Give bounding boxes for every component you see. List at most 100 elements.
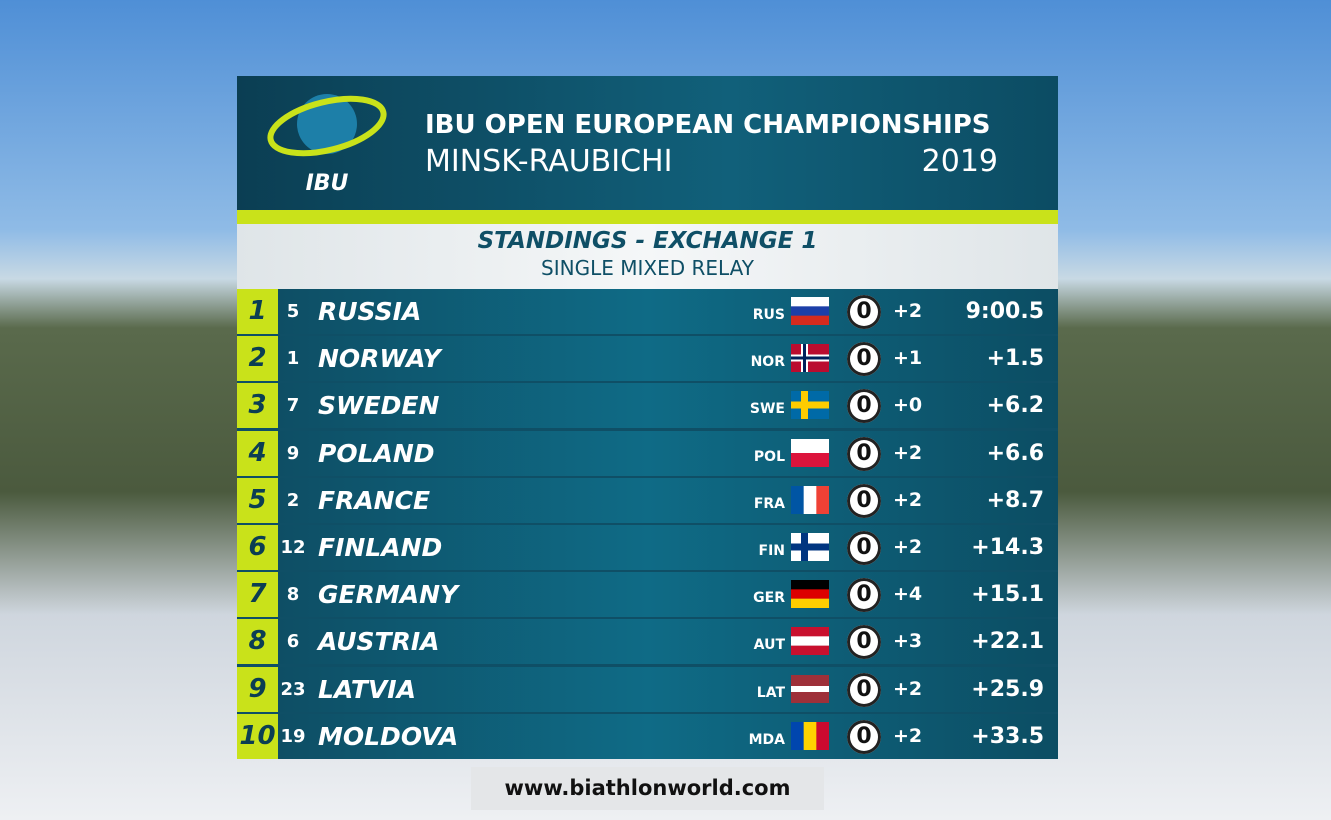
subheader-subtitle: SINGLE MIXED RELAY [541, 256, 754, 280]
logo-globe [297, 94, 357, 154]
flag [791, 438, 829, 467]
bib-number: 12 [280, 537, 306, 558]
flag-part [791, 627, 829, 637]
flag-part [791, 691, 829, 703]
penalty-count: 0 [847, 578, 881, 613]
nation-code: LAT [756, 684, 785, 701]
spare-rounds: +2 [893, 677, 923, 700]
rank: 2 [237, 336, 278, 382]
flag-part [816, 721, 829, 750]
rank: 5 [237, 477, 278, 523]
standing-row: 9 23 LATVIA LAT 0 +2 +25.9 [237, 666, 1058, 712]
header: IBU IBU OPEN EUROPEAN CHAMPIONSHIPS MINS… [237, 76, 1058, 210]
penalty-count: 0 [847, 389, 881, 424]
time: +14.3 [971, 535, 1044, 560]
nation-code: RUS [752, 307, 785, 323]
team-name: POLAND [318, 438, 435, 468]
rank: 4 [237, 430, 278, 476]
spare-rounds: +2 [893, 441, 923, 464]
team-name: SWEDEN [318, 391, 440, 421]
bib-number: 2 [286, 489, 300, 511]
flag-part [791, 452, 829, 467]
time: +33.5 [971, 723, 1044, 749]
spare-rounds: +2 [893, 300, 923, 322]
team-name: NORWAY [318, 344, 441, 374]
standing-row: 8 6 AUSTRIA AUT 0 +3 +22.1 [237, 619, 1058, 665]
penalty-count: 0 [847, 719, 881, 754]
flag-part [791, 598, 829, 609]
flag-part [791, 674, 829, 686]
location: MINSK-RAUBICHI [425, 144, 673, 179]
flag-part [791, 580, 829, 590]
standing-row: 4 9 POLAND POL 0 +2 +6.6 [237, 430, 1058, 476]
rank: 8 [237, 619, 278, 665]
flag-part [791, 438, 829, 453]
time: +15.1 [971, 582, 1044, 608]
time: 9:00.5 [965, 299, 1044, 324]
flag [791, 533, 829, 561]
bib-number: 5 [286, 301, 300, 322]
flag [791, 391, 829, 420]
flag-part [791, 306, 829, 316]
standing-row: 10 19 MOLDOVA MDA 0 +2 +33.5 [237, 713, 1058, 759]
nation-code: GER [753, 590, 785, 607]
rank: 1 [237, 289, 278, 334]
subheader: STANDINGS - EXCHANGE 1 SINGLE MIXED RELA… [237, 224, 1058, 289]
flag-part [791, 589, 829, 600]
spare-rounds: +2 [893, 488, 923, 511]
bib-number: 6 [286, 631, 300, 653]
penalty-count: 0 [847, 342, 881, 377]
penalty-count: 0 [847, 625, 881, 660]
flag [791, 674, 829, 703]
time: +8.7 [986, 487, 1044, 513]
nation-code: SWE [749, 401, 785, 418]
standing-row: 1 5 RUSSIA RUS 0 +2 9:00.5 [237, 289, 1058, 334]
bib-number: 7 [286, 395, 300, 417]
team-name: FRANCE [318, 485, 431, 515]
nation-code: POL [753, 448, 785, 465]
flag-part [803, 485, 817, 514]
rank: 10 [237, 713, 278, 759]
footer-url: www.biathlonworld.com [471, 767, 824, 810]
title: IBU OPEN EUROPEAN CHAMPIONSHIPS [425, 110, 991, 140]
bib-number: 19 [280, 725, 306, 747]
flag-part [803, 721, 817, 750]
time: +1.5 [986, 346, 1044, 372]
flag-part [791, 543, 829, 551]
standing-row: 5 2 FRANCE FRA 0 +2 +8.7 [237, 477, 1058, 523]
standings-panel: IBU IBU OPEN EUROPEAN CHAMPIONSHIPS MINS… [237, 76, 1058, 759]
flag [791, 344, 829, 373]
flag [791, 580, 829, 609]
subheader-title: STANDINGS - EXCHANGE 1 [477, 228, 818, 254]
logo-ring [267, 95, 387, 157]
spare-rounds: +2 [893, 536, 923, 558]
team-name: LATVIA [318, 674, 416, 704]
spare-rounds: +2 [893, 724, 923, 747]
time: +22.1 [971, 629, 1044, 655]
time: +6.6 [986, 440, 1044, 466]
penalty-count: 0 [847, 672, 881, 707]
nation-code: FRA [753, 495, 785, 512]
flag-part [791, 636, 829, 647]
bib-number: 23 [280, 678, 306, 700]
standing-row: 7 8 GERMANY GER 0 +4 +15.1 [237, 572, 1058, 618]
penalty-count: 0 [847, 483, 881, 518]
rank: 3 [237, 383, 278, 429]
team-name: MOLDOVA [318, 721, 459, 751]
spare-rounds: +0 [893, 394, 923, 417]
rank: 9 [237, 666, 278, 712]
flag [791, 721, 829, 750]
rank: 6 [237, 525, 278, 570]
penalty-count: 0 [847, 295, 881, 329]
rank: 7 [237, 572, 278, 618]
team-name: AUSTRIA [318, 627, 440, 657]
year: 2019 [921, 144, 998, 179]
nation-code: AUT [753, 637, 785, 654]
flag-part [816, 485, 829, 514]
flag [791, 485, 829, 514]
penalty-count: 0 [847, 531, 881, 565]
ibu-logo: IBU [267, 94, 387, 196]
team-name: RUSSIA [318, 297, 422, 326]
time: +25.9 [971, 676, 1044, 702]
